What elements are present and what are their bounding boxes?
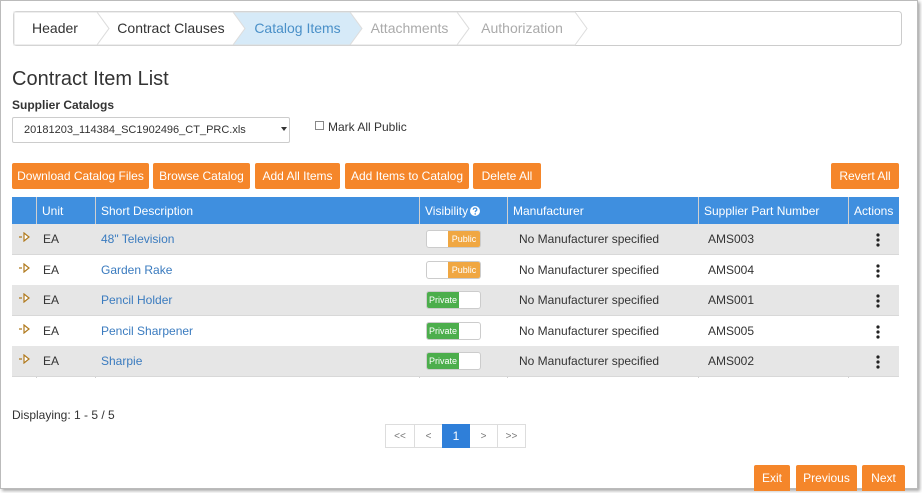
unit-cell: EA [43,262,60,277]
actions-menu[interactable] [876,294,880,308]
visibility-toggle[interactable]: Public [426,260,481,279]
table-row: EA Pencil Sharpener Private No Manufacturer… [12,315,899,347]
button[interactable]: Add Items to Catalog [345,163,469,189]
button[interactable]: Add All Items [255,163,340,189]
step-label: Header [32,20,78,36]
expand-icon[interactable] [19,293,31,303]
field-label: Supplier Catalogs [12,98,115,112]
column-header: Actions [854,203,894,218]
column-header: Visibility [425,203,469,218]
manufacturer-cell: No Manufacturer specified [519,232,660,246]
manufacturer-cell: No Manufacturer specified [519,262,660,277]
help-icon[interactable] [470,206,480,216]
actions-menu[interactable] [876,324,880,339]
column-header: Unit [42,203,64,218]
manufacturer-cell: No Manufacturer specified [519,354,660,368]
toggle-label: Public [448,231,480,247]
toggle-label: Private [427,292,459,308]
unit-cell: EA [43,293,60,307]
visibility-toggle[interactable]: Public [426,230,481,248]
visibility-toggle[interactable]: Private [426,291,481,309]
checkbox[interactable] [315,121,324,130]
displaying-text: Displaying: 1 - 5 / 5 [12,408,115,422]
step-label: Attachments [371,20,449,36]
expand-icon[interactable] [19,232,31,242]
column-header: Supplier Part Number [704,203,820,218]
description-link[interactable]: Pencil Holder [101,293,173,307]
unit-cell: EA [43,323,60,338]
toggle-label: Public [448,261,480,278]
unit-cell: EA [43,232,60,246]
expand-icon[interactable] [19,323,31,334]
button[interactable]: Revert All [831,163,899,189]
table-row: EA 48" Television Public No Manufacturer sp… [12,224,899,255]
column-header: Short Description [101,203,194,218]
page-button[interactable]: << [385,424,415,448]
page-button[interactable]: 1 [442,424,470,448]
footer-button[interactable]: Next [862,465,905,491]
page-button[interactable]: >> [497,424,526,448]
table-header [12,197,899,224]
page-button[interactable]: > [469,424,498,448]
step-label: Contract Clauses [117,20,224,36]
checkbox-label: Mark All Public [328,120,407,134]
part-cell: AMS004 [708,262,755,277]
part-cell: AMS002 [708,354,755,368]
table-row: EA Garden Rake Public No Manufacturer speci… [12,254,899,286]
button[interactable]: Delete All [473,163,541,189]
unit-cell: EA [43,354,60,368]
manufacturer-cell: No Manufacturer specified [519,323,660,338]
step-bar: Header Contract Clauses Catalog Items Attac… [13,11,902,46]
part-cell: AMS003 [708,232,755,246]
expand-icon[interactable] [19,354,31,364]
page-title: Contract Item List [12,68,169,90]
select-caret [281,127,287,131]
description-link[interactable]: 48" Television [101,232,175,246]
page-button[interactable]: < [414,424,443,448]
actions-menu[interactable] [876,233,880,247]
step-label: Catalog Items [254,20,340,36]
actions-menu[interactable] [876,263,880,278]
expand-icon[interactable] [19,262,31,273]
part-cell: AMS001 [708,293,755,307]
table-row: EA Pencil Holder Private No Manufacturer sp… [12,285,899,316]
button[interactable]: Browse Catalog [153,163,250,189]
description-link[interactable]: Sharpie [101,354,143,368]
part-cell: AMS005 [708,323,755,338]
footer-button[interactable]: Exit [754,465,790,491]
footer-button[interactable]: Previous [796,465,857,491]
toggle-label: Private [427,322,459,339]
toggle-label: Private [427,353,459,369]
description-link[interactable]: Garden Rake [101,262,173,277]
actions-menu[interactable] [876,355,880,369]
table-row: EA Sharpie Private No Manufacturer specifie… [12,346,899,377]
column-header: Manufacturer [513,203,584,218]
manufacturer-cell: No Manufacturer specified [519,293,660,307]
step [456,11,588,46]
visibility-toggle[interactable]: Private [426,321,481,340]
step-label: Authorization [481,20,563,36]
button[interactable]: Download Catalog Files [12,163,149,189]
description-link[interactable]: Pencil Sharpener [101,323,194,338]
visibility-toggle[interactable]: Private [426,352,481,370]
catalog-select[interactable]: 20181203_114384_SC1902496_CT_PRC.xls [12,117,290,143]
item-table: Unit Short Description Visibility Manufactu… [12,197,899,378]
